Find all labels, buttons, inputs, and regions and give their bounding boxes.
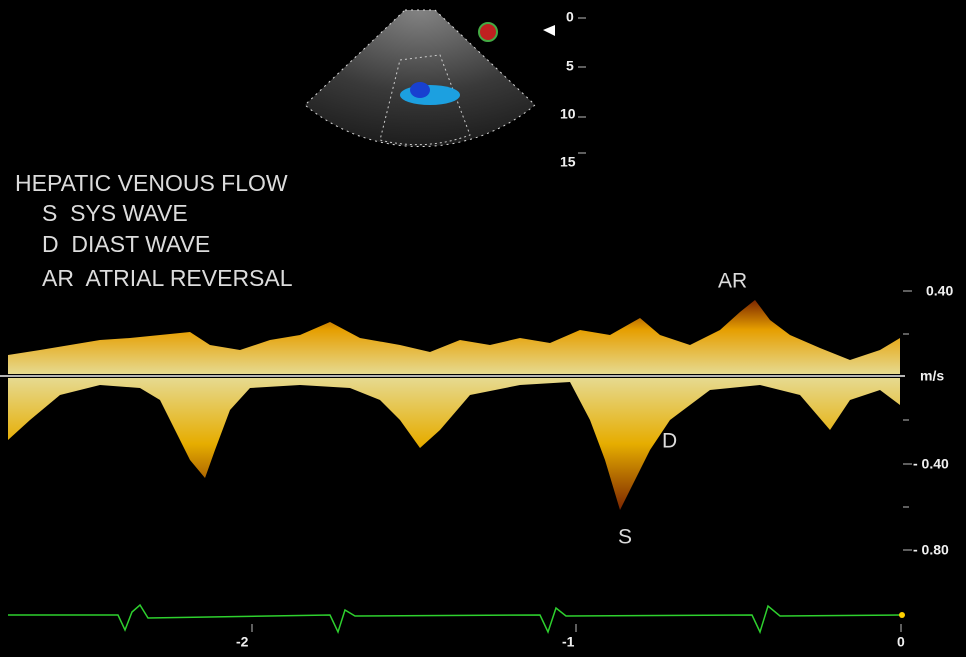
velocity-label: 0.40 bbox=[926, 283, 953, 299]
ecg-marker bbox=[899, 612, 905, 618]
velocity-unit: m/s bbox=[920, 368, 944, 384]
time-label: 0 bbox=[897, 634, 905, 650]
depth-label: 10 bbox=[560, 106, 576, 122]
legend-line: S SYS WAVE bbox=[42, 200, 188, 226]
depth-label: 0 bbox=[566, 9, 574, 25]
wave-label: D bbox=[662, 430, 677, 453]
velocity-label: - 0.80 bbox=[913, 542, 949, 558]
legend-title: HEPATIC VENOUS FLOW bbox=[15, 170, 288, 196]
depth-label: 15 bbox=[560, 154, 576, 170]
time-label: -2 bbox=[236, 634, 249, 650]
depth-label: 5 bbox=[566, 58, 574, 74]
velocity-label: - 0.40 bbox=[913, 456, 949, 472]
legend-line: AR ATRIAL REVERSAL bbox=[42, 265, 293, 291]
wave-label: AR bbox=[718, 270, 747, 293]
legend-line: D DIAST WAVE bbox=[42, 231, 210, 257]
wave-label: S bbox=[618, 526, 632, 549]
doppler-screen: 0 5 10 15 HEPATIC VENOUS FLOW S SYS WAVE… bbox=[0, 0, 966, 657]
time-label: -1 bbox=[562, 634, 575, 650]
